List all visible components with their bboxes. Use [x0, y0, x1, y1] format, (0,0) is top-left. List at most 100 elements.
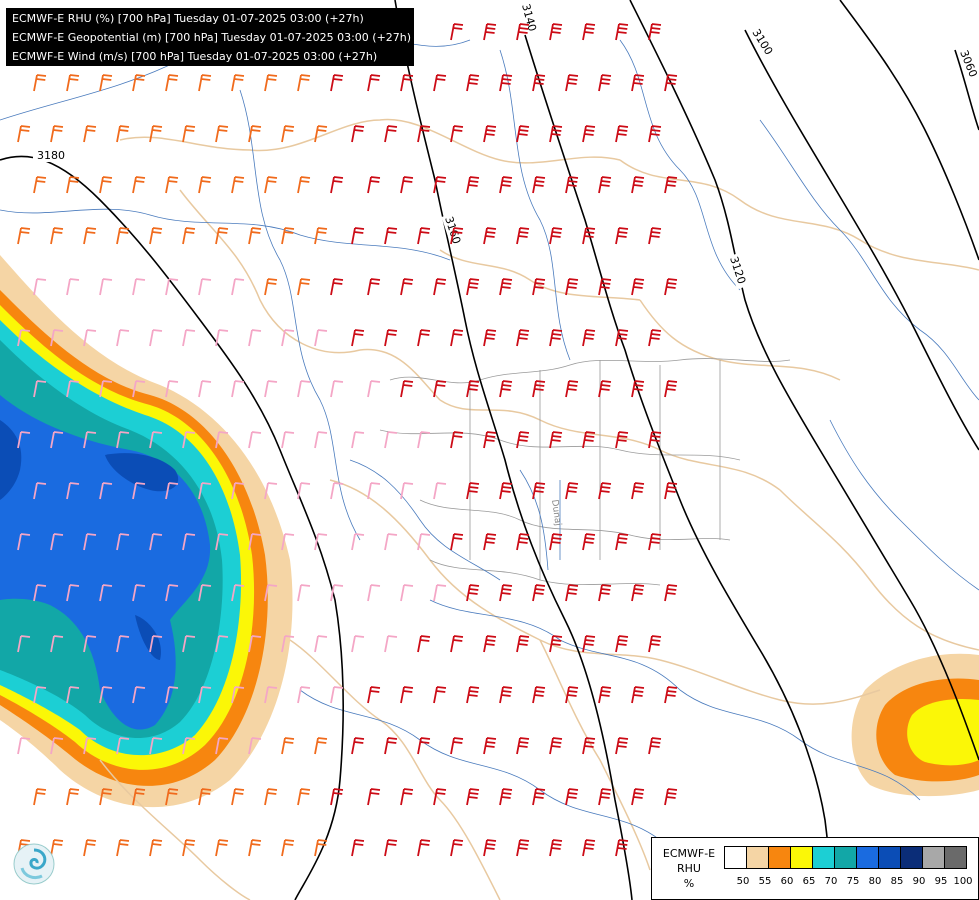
- legend-label-90: 90: [912, 876, 926, 887]
- wind-barb: [330, 584, 344, 602]
- wind-barb: [532, 482, 546, 500]
- wind-barb: [483, 839, 497, 857]
- legend-swatch-90: [900, 846, 923, 869]
- wind-barb: [417, 227, 431, 245]
- wind-barb: [50, 329, 64, 347]
- wind-barb: [648, 125, 662, 143]
- wind-barb: [351, 431, 365, 449]
- wind-barb: [182, 737, 196, 755]
- wind-barb: [149, 125, 163, 143]
- wind-barb: [264, 380, 278, 398]
- wind-barb: [231, 788, 245, 806]
- wind-barb: [582, 431, 596, 449]
- wind-barb: [499, 176, 513, 194]
- wind-barb: [99, 584, 113, 602]
- legend-swatch-75: [834, 846, 857, 869]
- wind-barb: [33, 74, 47, 92]
- wind-barb: [516, 431, 530, 449]
- wind-barb: [483, 329, 497, 347]
- wind-barb: [664, 278, 678, 296]
- wind-barb: [499, 584, 513, 602]
- wind-barb: [598, 686, 612, 704]
- wind-barb: [182, 329, 196, 347]
- legend-title-model: ECMWF-E: [662, 847, 716, 860]
- wind-barb: [582, 533, 596, 551]
- wind-barb: [664, 482, 678, 500]
- wind-barb: [549, 839, 563, 857]
- wind-barb: [33, 278, 47, 296]
- wind-barb: [248, 329, 262, 347]
- wind-barb: [50, 737, 64, 755]
- wind-barb: [384, 227, 398, 245]
- wind-barb: [367, 788, 381, 806]
- wind-barb: [33, 176, 47, 194]
- wind-barb: [198, 482, 212, 500]
- wind-barb: [598, 176, 612, 194]
- wind-barb: [281, 227, 295, 245]
- wind-barb: [50, 533, 64, 551]
- wind-barb: [598, 584, 612, 602]
- wind-barb: [417, 431, 431, 449]
- wind-barb: [231, 278, 245, 296]
- wind-barb: [17, 737, 31, 755]
- wind-barb: [648, 533, 662, 551]
- wind-barb: [330, 278, 344, 296]
- wind-barb: [549, 227, 563, 245]
- wind-barb: [281, 737, 295, 755]
- wind-barb: [664, 380, 678, 398]
- wind-barb: [582, 737, 596, 755]
- wind-barb: [615, 431, 629, 449]
- wind-barb: [499, 788, 513, 806]
- wind-barb: [367, 686, 381, 704]
- wind-barb: [664, 74, 678, 92]
- wind-barb: [231, 74, 245, 92]
- wind-barb: [264, 74, 278, 92]
- legend-label-70: 70: [824, 876, 838, 887]
- wind-barb: [450, 227, 464, 245]
- wind-barb: [582, 839, 596, 857]
- wind-barb: [182, 533, 196, 551]
- wind-barb: [367, 278, 381, 296]
- legend-swatches: [724, 846, 967, 869]
- wind-barb: [198, 788, 212, 806]
- legend-label-50: 50: [736, 876, 750, 887]
- wind-barb: [116, 431, 130, 449]
- wind-barb: [615, 23, 629, 41]
- wind-barb: [648, 329, 662, 347]
- wind-barb: [367, 176, 381, 194]
- wind-barb: [215, 737, 229, 755]
- wind-barb: [33, 380, 47, 398]
- wind-barb: [314, 533, 328, 551]
- wind-barb: [400, 278, 414, 296]
- wind-barb: [264, 278, 278, 296]
- regional-borders: [379, 358, 791, 586]
- wind-barb: [532, 788, 546, 806]
- wind-barb: [198, 278, 212, 296]
- wind-barb: [297, 176, 311, 194]
- contour-label-3120: 3120: [727, 255, 748, 286]
- wind-barb: [384, 635, 398, 653]
- legend-label-75: 75: [846, 876, 860, 887]
- wind-barb: [598, 482, 612, 500]
- wind-barb: [400, 74, 414, 92]
- wind-barb: [215, 533, 229, 551]
- wind-barb: [231, 380, 245, 398]
- wind-barb: [466, 482, 480, 500]
- wind-barb: [215, 227, 229, 245]
- wind-barb: [17, 533, 31, 551]
- wind-barb: [83, 839, 97, 857]
- wind-barb: [50, 431, 64, 449]
- wind-barb: [384, 431, 398, 449]
- rhu-legend: ECMWF-E RHU % 50 55 60 65 70 75 80 85 90 95 100: [651, 837, 979, 900]
- wind-barb: [248, 635, 262, 653]
- wind-barb: [351, 227, 365, 245]
- wind-barb: [582, 23, 596, 41]
- wind-barb: [50, 635, 64, 653]
- wind-barb: [499, 482, 513, 500]
- legend-title-unit: %: [683, 877, 695, 890]
- legend-label-55: 55: [758, 876, 772, 887]
- wind-barb: [83, 533, 97, 551]
- legend-swatch-65: [790, 846, 813, 869]
- wind-barb: [631, 482, 645, 500]
- wind-barb: [615, 533, 629, 551]
